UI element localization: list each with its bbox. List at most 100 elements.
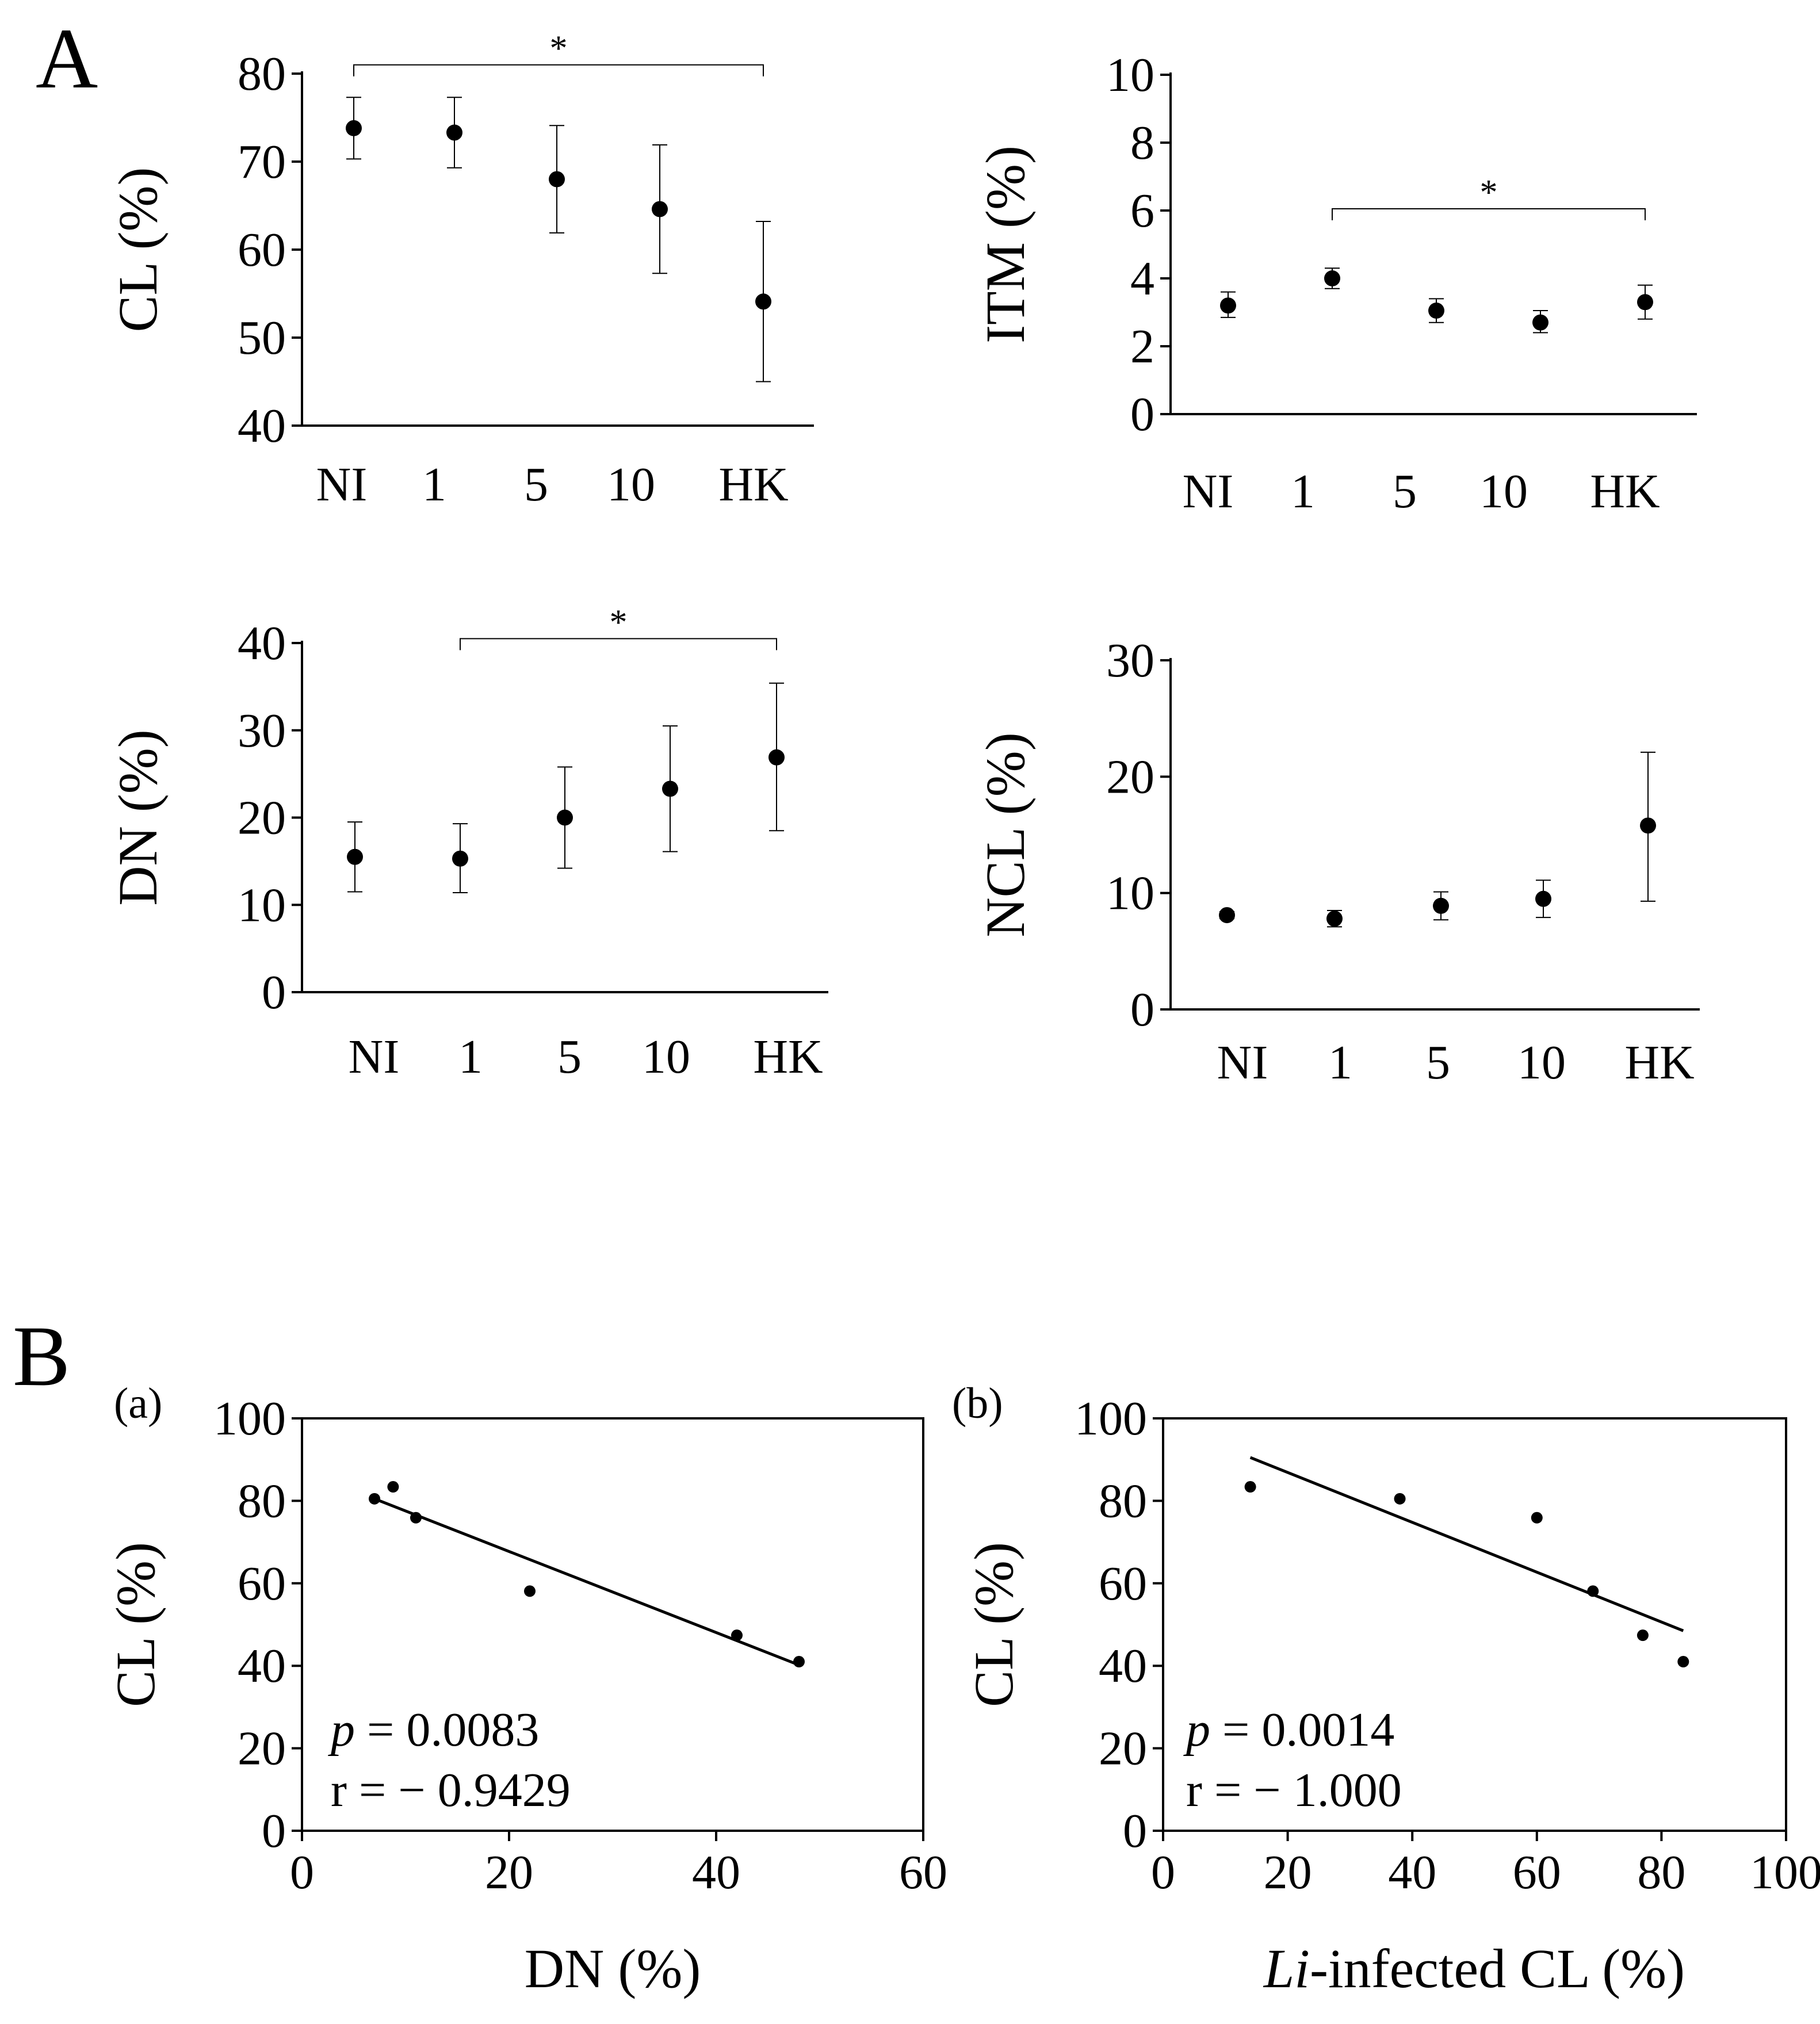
itm-y-tick-label: 2 [1130, 320, 1154, 373]
scatter_b-plot-frame [1162, 1417, 1787, 1832]
cl-significance-star: * [550, 29, 568, 68]
cl-data-point [549, 171, 565, 188]
ncl-data-point [1535, 890, 1551, 907]
itm-x-tick-label: 1 [1291, 465, 1315, 518]
scatter_a-y-tick-label: 100 [213, 1392, 286, 1445]
ncl-y-tick-label: 30 [1106, 634, 1154, 687]
ncl-x-tick-label: 5 [1426, 1036, 1450, 1089]
itm-x-tick-label: NI [1183, 465, 1234, 518]
ncl-data-point [1219, 907, 1235, 924]
scatter_a-data-point [524, 1585, 536, 1597]
scatter_a-data-point [793, 1656, 805, 1668]
cl-data-point [346, 120, 362, 136]
scatter_b-x-tick-label: 20 [1264, 1846, 1312, 1899]
dn-x-tick-label: HK [753, 1030, 823, 1084]
ncl-x-tick-label: HK [1624, 1036, 1694, 1089]
scatter_a-p-value: p = 0.0083 [328, 1703, 539, 1757]
cl-x-tick-label: 1 [422, 458, 446, 511]
scatter_b-y-axis-title: CL (%) [963, 1542, 1024, 1707]
scatter_a-x-tick-label: 20 [485, 1846, 533, 1899]
cl-y-tick-label: 50 [238, 311, 286, 365]
dn-significance-bracket [460, 638, 777, 651]
scatter_a-chart: 0 20 40 60 0 20 40 60 80 100 CL (%) DN (%) p = 0.008… [105, 1392, 947, 1999]
dn-chart: 0 10 20 30 40 NI 1 5 10 HK DN (%) * [107, 603, 828, 1084]
panel-a-label: A [36, 11, 98, 106]
scatter_a-x-tick-label: 40 [692, 1846, 740, 1899]
scatter_a-r-value: r = − 0.9429 [331, 1763, 571, 1817]
dn-y-tick-label: 30 [238, 704, 286, 757]
scatter_b-y-tick-label: 40 [1099, 1639, 1147, 1693]
ncl-x-tick-label: 10 [1517, 1036, 1566, 1089]
scatter_b-x-axis-title: Li-infected CL (%) [1263, 1938, 1685, 1999]
itm-data-point [1637, 294, 1653, 311]
scatter_b-data-point [1394, 1493, 1406, 1505]
scatter_a-x-tick-label: 60 [899, 1846, 947, 1899]
scatter_a-data-point [387, 1481, 399, 1493]
scatter_b-x-tick-label: 80 [1637, 1846, 1685, 1899]
scatter_b-regression-line [1249, 1456, 1684, 1632]
itm-x-tick-label: 5 [1393, 465, 1417, 518]
scatter_a-y-tick-label: 80 [238, 1474, 286, 1528]
scatter_a-plot-frame [301, 1417, 924, 1832]
scatter_a-p-text: = 0.0083 [355, 1703, 539, 1757]
subpanel-a-label: (a) [114, 1379, 162, 1428]
ncl-data-point [1433, 897, 1449, 914]
scatter_a-y-tick-label: 40 [238, 1639, 286, 1693]
itm-y-tick-label: 0 [1130, 388, 1154, 441]
ncl-y-tick-label: 10 [1106, 867, 1154, 920]
cl-data-point [652, 201, 668, 217]
dn-x-tick-label: 10 [642, 1030, 690, 1084]
cl-x-tick-label: 10 [607, 458, 655, 511]
scatter_b-x-tick-label: 60 [1513, 1846, 1561, 1899]
panel-b-label: B [13, 1308, 70, 1404]
scatter_b-p-symbol: p [1183, 1703, 1210, 1757]
cl-x-tick-label: 5 [524, 458, 548, 511]
scatter_b-r-value: r = − 1.000 [1186, 1763, 1402, 1817]
dn-y-tick-label: 40 [238, 617, 286, 670]
itm-y-axis-title: ITM (%) [974, 146, 1036, 343]
scatter_b-data-point [1637, 1629, 1649, 1642]
dn-data-point [768, 749, 785, 766]
cl-y-tick-label: 60 [238, 223, 286, 277]
itm-x-tick-label: HK [1590, 465, 1660, 518]
scatter_b-x-axis-title-rest: -infected CL (%) [1310, 1938, 1685, 1999]
dn-y-axis-title: DN (%) [107, 729, 169, 906]
cl-x-tick-label: NI [316, 458, 368, 511]
scatter_b-y-tick-label: 80 [1099, 1474, 1147, 1528]
ncl-y-axis-title: NCL (%) [974, 732, 1036, 937]
itm-data-point [1324, 270, 1340, 286]
scatter_b-data-point [1587, 1585, 1599, 1597]
scatter_b-p-text: = 0.0014 [1210, 1703, 1394, 1757]
scatter_b-y-tick-label: 0 [1123, 1804, 1147, 1858]
scatter_a-y-tick-label: 20 [238, 1722, 286, 1776]
scatter_b-chart: 0 20 40 60 80 100 0 20 40 60 80 100 CL (%) Li-infecte… [963, 1392, 1820, 1999]
scatter_a-data-point [731, 1629, 743, 1642]
itm-significance-bracket [1332, 208, 1646, 221]
scatter_b-y-tick-label: 20 [1099, 1722, 1147, 1776]
cl-y-tick-label: 70 [238, 135, 286, 189]
itm-y-tick-label: 8 [1130, 116, 1154, 170]
cl-x-tick-label: HK [718, 458, 788, 511]
itm-data-point [1428, 303, 1444, 319]
subpanel-b-label: (b) [952, 1379, 1003, 1428]
cl-data-point [446, 124, 462, 141]
scatter_a-p-symbol: p [328, 1703, 355, 1757]
dn-data-point [662, 780, 678, 797]
itm-significance-star: * [1480, 173, 1498, 212]
cl-y-tick-label: 40 [238, 399, 286, 453]
itm-y-tick-label: 6 [1130, 184, 1154, 238]
scatter_b-data-point [1244, 1481, 1256, 1493]
ncl-x-tick-label: 1 [1328, 1036, 1352, 1089]
scatter_a-y-axis-title: CL (%) [105, 1542, 166, 1707]
ncl-chart: 0 10 20 30 NI 1 5 10 HK NCL (%) [974, 634, 1700, 1089]
dn-y-tick-label: 10 [238, 878, 286, 932]
ncl-y-tick-label: 20 [1106, 750, 1154, 804]
cl-y-tick-label: 80 [238, 47, 286, 101]
cl-y-axis-title: CL (%) [107, 167, 169, 332]
scatter_b-x-axis-title-italic: Li [1263, 1938, 1310, 1999]
itm-chart: 0 2 4 6 8 10 NI 1 5 10 HK ITM (%) * [974, 48, 1697, 518]
scatter_b-data-point [1677, 1656, 1689, 1668]
itm-data-point [1532, 314, 1548, 331]
itm-data-point [1220, 297, 1236, 314]
